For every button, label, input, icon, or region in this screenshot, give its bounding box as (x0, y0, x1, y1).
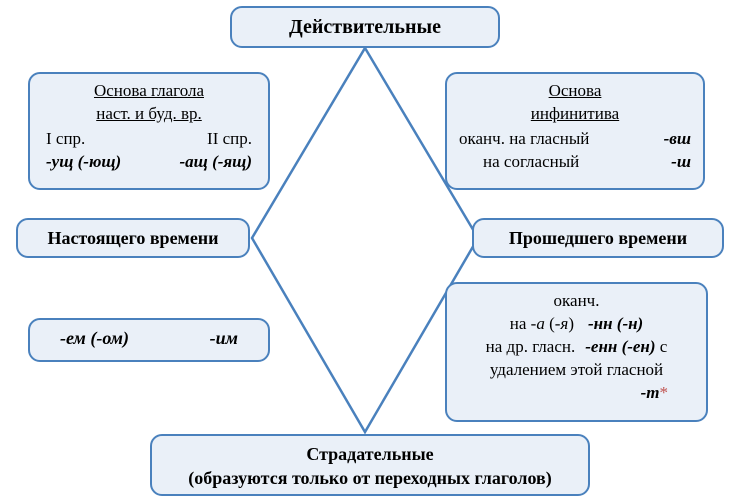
right-upper-row2-suffix: -ш (671, 151, 691, 174)
left-upper-node: Основа глагола наст. и буд. вр. I спр. I… (28, 72, 270, 190)
left-upper-col1-suffix: -ущ (-ющ) (46, 151, 121, 174)
left-upper-line2: наст. и буд. вр. (40, 103, 258, 126)
right-upper-row1-suffix: -вш (664, 128, 691, 151)
right-lower-row1-suffix: -нн (-н) (588, 313, 643, 336)
right-lower-line4: удалением этой гласной (457, 359, 696, 382)
right-lower-row3-suffix: -т (641, 383, 660, 402)
left-mid-label: Настоящего времени (47, 228, 218, 248)
left-lower-node: -ем (-ом) -им (28, 318, 270, 362)
right-mid-label: Прошедшего времени (509, 228, 687, 248)
right-lower-line1: оканч. (457, 290, 696, 313)
right-mid-node: Прошедшего времени (472, 218, 724, 258)
right-lower-node: оканч. на -а (-я) -нн (-н) на др. гласн.… (445, 282, 708, 422)
right-lower-row2-tail: с (656, 337, 668, 356)
right-lower-row2-suffix: -енн (-ен) (585, 337, 655, 356)
bottom-line1: Страдательные (162, 442, 578, 466)
left-lower-col1: -ем (-ом) (60, 326, 129, 350)
left-upper-col1-header: I спр. (46, 128, 85, 151)
right-upper-node: Основа инфинитива оканч. на гласный -вш … (445, 72, 705, 190)
left-upper-line1: Основа глагола (40, 80, 258, 103)
right-lower-row2-left: на др. гласн. (486, 336, 576, 359)
left-mid-node: Настоящего времени (16, 218, 250, 258)
top-label: Действительные (289, 16, 441, 38)
right-upper-row2-left: на согласный (483, 151, 579, 174)
right-upper-row1-left: оканч. на гласный (459, 128, 589, 151)
top-node: Действительные (230, 6, 500, 48)
bottom-node: Страдательные (образуются только от пере… (150, 434, 590, 496)
right-lower-row1-left: на -а (-я) (510, 314, 574, 333)
left-lower-col2: -им (210, 326, 238, 350)
left-upper-col2-header: II спр. (207, 128, 252, 151)
bottom-line2: (образуются только от переходных глаголо… (162, 466, 578, 490)
right-lower-row3-star: * (660, 383, 669, 402)
left-upper-col2-suffix: -ащ (-ящ) (180, 151, 252, 174)
right-upper-line2: инфинитива (457, 103, 693, 126)
right-upper-line1: Основа (457, 80, 693, 103)
